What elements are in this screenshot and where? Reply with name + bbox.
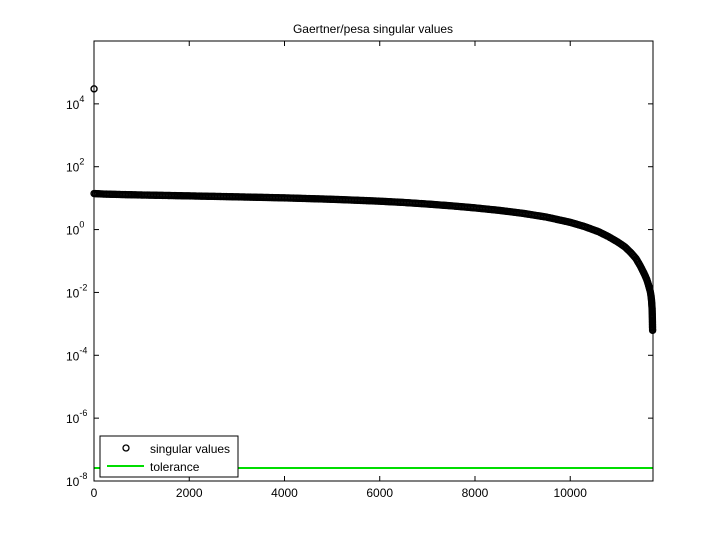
axis-tick-labels: 0 2000 4000 6000 8000 1000010-810-610-410-210… — [66, 94, 587, 500]
x-tick-label: 10000 — [554, 486, 588, 500]
legend: singular values tolerance — [99, 435, 239, 478]
x-tick-label: 2000 — [176, 486, 203, 500]
x-tick-label: 0 — [91, 486, 98, 500]
x-tick-label: 4000 — [271, 486, 298, 500]
legend-label-tolerance: tolerance — [150, 460, 200, 474]
legend-marker-singular-values — [122, 444, 130, 452]
plot-frame — [93, 40, 654, 482]
x-tick-label: 8000 — [462, 486, 489, 500]
data-marks — [90, 85, 657, 469]
plot-area — [94, 41, 653, 481]
x-tick-label: 6000 — [366, 486, 393, 500]
chart-title: Gaertner/pesa singular values — [293, 22, 453, 36]
legend-label-singular-values: singular values — [150, 442, 230, 456]
legend-box — [99, 435, 239, 478]
